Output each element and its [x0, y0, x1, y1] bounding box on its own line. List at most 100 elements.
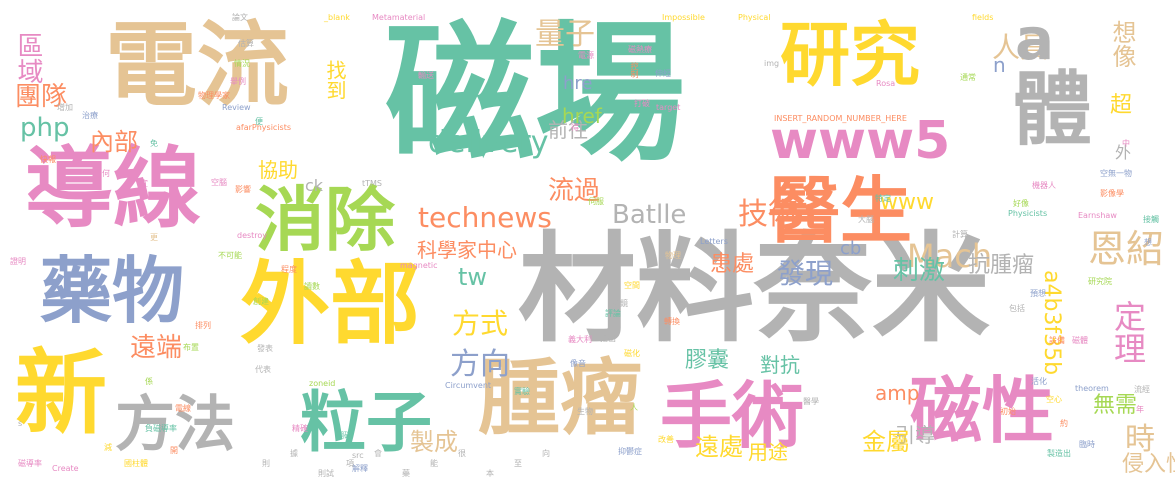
cloud-word: 不可能	[218, 251, 242, 260]
cloud-word: delivery	[428, 125, 549, 160]
cloud-word: 時	[1125, 422, 1155, 457]
cloud-word: 侵入性	[1122, 452, 1175, 477]
cloud-word: 藥物	[40, 249, 185, 333]
cloud-word: 初始	[1000, 407, 1016, 416]
cloud-word: 人員	[992, 31, 1049, 64]
cloud-word: 遠端	[130, 333, 183, 363]
cloud-word: 情況	[234, 59, 250, 68]
cloud-word: 翻磁	[336, 431, 352, 440]
cloud-word: 磁體	[1072, 336, 1088, 345]
cloud-word: Rosa	[876, 79, 896, 88]
cloud-word: 會	[374, 449, 382, 458]
cloud-word: 區域	[13, 32, 43, 84]
cloud-word: 減	[104, 443, 112, 452]
cloud-word: 布置	[183, 343, 199, 352]
cloud-word: 伺服	[588, 197, 604, 206]
cloud-word: 機器人	[1032, 181, 1056, 190]
cloud-word: 定理	[1109, 300, 1147, 364]
cloud-word: 製成	[410, 428, 458, 456]
cloud-word: 增加	[57, 103, 73, 112]
cloud-word: destroy	[237, 231, 268, 240]
cloud-word: 指出	[600, 334, 616, 343]
cloud-word: 無需	[1093, 393, 1138, 418]
cloud-word: Mach	[907, 237, 993, 275]
cloud-word: n	[993, 53, 1006, 77]
cloud-word: 空無一物	[1100, 169, 1132, 178]
cloud-word: 負磁導率	[145, 424, 177, 433]
cloud-word: 很	[458, 449, 466, 458]
cloud-word: 控制	[630, 62, 639, 78]
cloud-word: 發現	[777, 257, 834, 290]
cloud-word: 外部	[240, 252, 420, 357]
cloud-word: magnetic	[400, 261, 438, 270]
cloud-word: 排列	[195, 321, 211, 330]
cloud-word: 電源	[578, 51, 594, 60]
cloud-word: www5	[770, 111, 951, 171]
cloud-word: 遠處	[695, 433, 743, 461]
cloud-word: 發表	[257, 344, 273, 353]
cloud-word: 讀數	[304, 282, 320, 291]
cloud-word: cb	[840, 238, 862, 259]
cloud-word: 金屬	[862, 428, 910, 456]
cloud-word: tTMS	[362, 179, 383, 188]
cloud-word: 新	[15, 340, 108, 447]
cloud-word: 物理學家	[198, 91, 230, 100]
cloud-word: 輸送	[418, 71, 434, 80]
cloud-word: 便	[255, 117, 263, 126]
cloud-word: 材料奈米	[518, 220, 991, 358]
cloud-word: 恩紹	[1088, 227, 1165, 271]
cloud-word: href	[562, 104, 602, 128]
cloud-word: 評論	[605, 309, 621, 318]
cloud-word: 設備	[1049, 336, 1065, 345]
cloud-word: 大腦	[858, 215, 874, 224]
cloud-word: tw	[458, 263, 488, 291]
cloud-word: hre	[563, 73, 593, 94]
cloud-word: 磁化	[624, 349, 640, 358]
cloud-word: 方式	[452, 307, 509, 340]
cloud-word: 導線	[25, 137, 202, 240]
cloud-word: 用途	[748, 440, 788, 464]
cloud-word: 膠囊	[685, 348, 730, 373]
cloud-word: 人	[630, 403, 638, 412]
cloud-word: 義大利	[568, 335, 592, 344]
cloud-word: 得	[571, 123, 579, 132]
cloud-word: fields	[972, 13, 994, 22]
cloud-word: Physicists	[1008, 209, 1048, 218]
cloud-word: 包括	[1009, 304, 1025, 313]
cloud-word: a4b3f35b	[1039, 270, 1064, 376]
cloud-word: 實驗	[514, 387, 530, 396]
cloud-word: 抑鬱症	[618, 447, 642, 456]
cloud-word: 研究院	[1088, 277, 1112, 286]
cloud-word: 能	[430, 459, 438, 468]
cloud-word: 好像	[1013, 199, 1029, 208]
cloud-word: Circumvent	[445, 381, 492, 390]
cloud-word: 外	[1115, 143, 1132, 162]
cloud-word: Batlle	[612, 200, 687, 230]
cloud-word: 找到	[323, 60, 347, 100]
cloud-word: 伸經	[655, 69, 671, 78]
cloud-word: 更	[150, 233, 158, 242]
cloud-word: Create	[52, 464, 79, 473]
cloud-word: 科學家中心	[417, 238, 517, 262]
cloud-word: theorem	[1075, 384, 1109, 393]
cloud-word: 流過	[548, 176, 601, 206]
cloud-word: 據	[290, 449, 298, 458]
cloud-word: 解釋	[352, 464, 368, 473]
cloud-word: 創建	[253, 297, 269, 306]
cloud-word: 空心	[1046, 395, 1062, 404]
cloud-word: 電流	[105, 12, 290, 119]
cloud-word: technews	[418, 201, 552, 234]
cloud-word: 磁性	[910, 369, 1055, 453]
cloud-word: 係	[145, 377, 153, 386]
cloud-word: 計算	[952, 230, 968, 239]
cloud-word: 物理	[665, 251, 681, 260]
cloud-word: 打破	[634, 99, 650, 108]
cloud-word: Review	[222, 103, 251, 112]
cloud-word: 超	[1110, 93, 1133, 118]
cloud-word: 協助	[258, 158, 298, 182]
cloud-word: src	[352, 451, 364, 460]
cloud-word: 圈鏡	[612, 299, 628, 308]
cloud-word: 磁導率	[18, 459, 42, 468]
cloud-word: 磁場	[385, 8, 686, 182]
cloud-word: 改善	[658, 435, 674, 444]
